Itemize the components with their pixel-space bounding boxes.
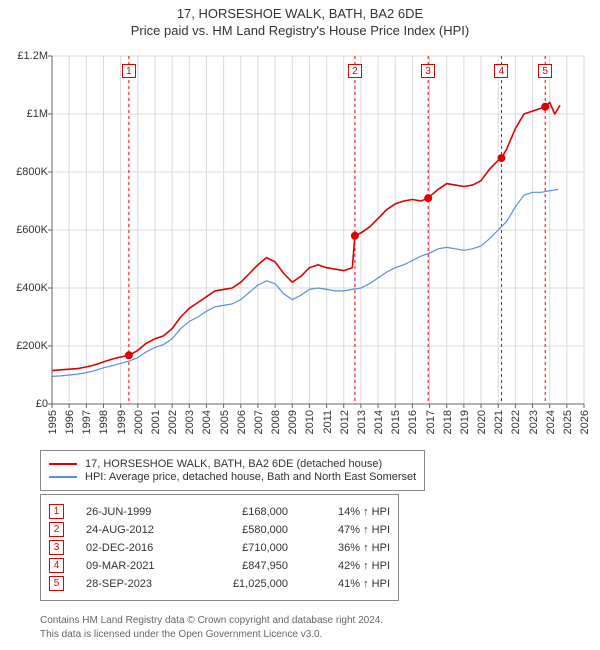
transaction-number: 1 xyxy=(49,504,64,519)
y-tick-label: £1M xyxy=(0,108,48,120)
footer-line1: Contains HM Land Registry data © Crown c… xyxy=(40,614,383,628)
footer-line2: This data is licensed under the Open Gov… xyxy=(40,628,383,642)
transaction-number: 3 xyxy=(49,540,64,555)
transaction-row: 5 28-SEP-2023 £1,025,000 41% ↑ HPI xyxy=(49,576,390,591)
transactions-table: 1 26-JUN-1999 £168,000 14% ↑ HPI 2 24-AUG-201… xyxy=(40,494,399,601)
transaction-date: 02-DEC-2016 xyxy=(86,542,186,554)
transaction-row: 4 09-MAR-2021 £847,950 42% ↑ HPI xyxy=(49,558,390,573)
transaction-number: 4 xyxy=(49,558,64,573)
transaction-marker: 5 xyxy=(538,64,552,78)
legend-item: HPI: Average price, detached house, Bath… xyxy=(49,471,416,483)
transaction-diff: 41% ↑ HPI xyxy=(310,578,390,590)
transaction-diff: 36% ↑ HPI xyxy=(310,542,390,554)
transaction-marker: 3 xyxy=(421,64,435,78)
title-line1: 17, HORSESHOE WALK, BATH, BA2 6DE xyxy=(0,6,600,21)
transaction-price: £168,000 xyxy=(208,506,288,518)
transaction-row: 2 24-AUG-2012 £580,000 47% ↑ HPI xyxy=(49,522,390,537)
legend-label: HPI: Average price, detached house, Bath… xyxy=(85,471,416,483)
legend-swatch xyxy=(49,463,77,465)
y-tick-label: £200K xyxy=(0,340,48,352)
legend-label: 17, HORSESHOE WALK, BATH, BA2 6DE (detac… xyxy=(85,458,382,470)
transaction-marker: 1 xyxy=(122,64,136,78)
y-tick-label: £0 xyxy=(0,398,48,410)
y-tick-label: £400K xyxy=(0,282,48,294)
transaction-diff: 47% ↑ HPI xyxy=(310,524,390,536)
transaction-row: 1 26-JUN-1999 £168,000 14% ↑ HPI xyxy=(49,504,390,519)
attribution-footer: Contains HM Land Registry data © Crown c… xyxy=(40,614,383,641)
y-tick-label: £1.2M xyxy=(0,50,48,62)
price-chart: £0£200K£400K£600K£800K£1M£1.2M1995199619… xyxy=(0,48,600,444)
transaction-date: 09-MAR-2021 xyxy=(86,560,186,572)
transaction-marker: 2 xyxy=(348,64,362,78)
legend: 17, HORSESHOE WALK, BATH, BA2 6DE (detac… xyxy=(40,450,425,491)
transaction-date: 26-JUN-1999 xyxy=(86,506,186,518)
transaction-date: 24-AUG-2012 xyxy=(86,524,186,536)
transaction-number: 5 xyxy=(49,576,64,591)
y-tick-label: £600K xyxy=(0,224,48,236)
transaction-price: £1,025,000 xyxy=(208,578,288,590)
chart-title: 17, HORSESHOE WALK, BATH, BA2 6DE Price … xyxy=(0,0,600,38)
transaction-diff: 14% ↑ HPI xyxy=(310,506,390,518)
title-line2: Price paid vs. HM Land Registry's House … xyxy=(0,23,600,38)
transaction-marker: 4 xyxy=(494,64,508,78)
x-tick-label: 2026 xyxy=(580,410,600,434)
legend-swatch xyxy=(49,476,77,478)
chart-svg xyxy=(0,48,600,444)
transaction-price: £710,000 xyxy=(208,542,288,554)
transaction-price: £847,950 xyxy=(208,560,288,572)
transaction-date: 28-SEP-2023 xyxy=(86,578,186,590)
transaction-row: 3 02-DEC-2016 £710,000 36% ↑ HPI xyxy=(49,540,390,555)
legend-item: 17, HORSESHOE WALK, BATH, BA2 6DE (detac… xyxy=(49,458,416,470)
y-tick-label: £800K xyxy=(0,166,48,178)
transaction-diff: 42% ↑ HPI xyxy=(310,560,390,572)
transaction-number: 2 xyxy=(49,522,64,537)
transaction-price: £580,000 xyxy=(208,524,288,536)
